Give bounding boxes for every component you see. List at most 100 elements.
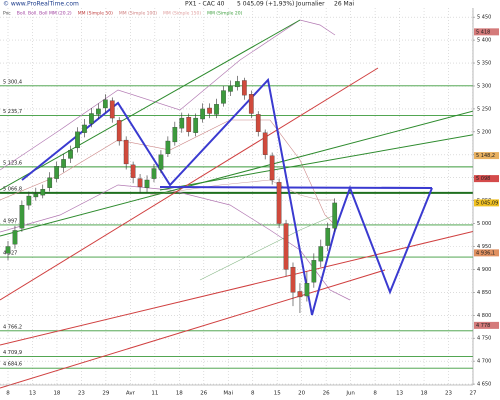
candle-body [228,85,233,92]
candle-body [54,166,60,179]
pattern-line [21,77,433,316]
x-tick-label: 8 [251,391,255,397]
candle-body [5,246,11,254]
y-tick-label: 4 900 [477,267,491,273]
candle-body [235,81,240,88]
y-tick-label: 5 000 [477,221,491,227]
price-tag-label: 5 148,2 [476,153,495,159]
x-tick-label: 8 [6,391,10,397]
neckline [159,186,433,189]
price-tag-label: 5 418 [476,29,490,35]
candle-body [26,195,32,206]
candle-body [151,168,157,179]
trend-line [159,129,500,191]
candle-body [325,227,331,246]
candle-body [269,155,275,181]
candle-body [96,108,101,115]
trend-line [0,224,500,346]
date: 26 Mai [334,1,354,8]
candle-body [255,114,261,132]
level-label: 4 766,2 [3,324,22,330]
candle-body [283,223,289,270]
x-tick-label: 26 [323,391,330,397]
y-tick-label: 4 800 [477,313,491,319]
candle-body [318,246,324,262]
y-tick-label: 5 250 [477,106,491,112]
price-tag [474,175,499,183]
legend-entry: MM (Simple 50) [78,11,113,17]
y-tick-label: 4 850 [477,290,491,296]
price-tag [474,199,499,207]
title: PX1 - CAC 40 [185,1,225,8]
x-tick-label: 18 [53,391,60,397]
y-tick-label: 4 750 [477,336,491,342]
x-tick-label: 13 [396,391,403,397]
x-tick-label: 13 [29,391,36,397]
candle-body [130,164,136,178]
legend-entry: Boll. Boll. Boll MM (20.2) [17,11,72,17]
source: © www.ProRealTime.com [3,1,79,8]
candle-body [262,132,268,155]
x-tick-label: 26 [200,391,207,397]
candle-body [179,117,185,129]
x-tick-label: 29 [102,391,109,397]
candle-body [207,107,212,114]
y-tick-label: 5 450 [477,15,491,21]
candle-body [186,117,192,132]
candle-body [61,159,66,168]
price-tag [474,28,499,36]
trend-line [0,103,500,237]
x-tick-label: Mai [223,391,233,397]
x-tick-label: 8 [373,391,377,397]
candle-body [144,179,150,188]
candle-body [158,154,164,170]
level-label: 4 684,6 [3,362,22,368]
candle-body [47,177,53,188]
price-tag-label: 5 098 [476,176,490,182]
price-tag-label: 4 778 [476,323,490,329]
legend-entry: Pxc [3,11,11,17]
drawings [0,19,500,389]
x-tick-label: Avr [126,391,136,397]
y-tick-label: 5 400 [477,38,491,44]
candle-body [116,120,122,142]
candle-body [172,127,178,143]
price: 5 045,09 (+1,93%) [237,1,294,8]
bollinger-upper [0,19,336,171]
price-tag-label: 5 045,09 [476,200,498,206]
candle-body [33,193,39,198]
y-tick-label: 5 350 [477,61,491,67]
candle-body [12,230,18,245]
level-label: 4 997 [3,218,17,224]
candle-body [214,104,219,115]
candle-body [109,100,115,119]
x-tick-label: 23 [445,391,452,397]
candle-body [75,131,80,149]
level-label: 4 927 [3,251,17,257]
price-tag [474,249,499,257]
candle-body [123,139,129,165]
candle-body [248,94,254,114]
candle-body [82,124,87,133]
trend-line [0,67,379,301]
x-tick-label: 18 [421,391,428,397]
price-tag [474,321,499,329]
level-label: 4 709,9 [3,350,22,356]
candle-body [332,202,338,229]
bollinger-lower [0,184,351,301]
trend-line [0,269,386,389]
candle-body [102,99,108,109]
candle-body [290,266,296,293]
candle-body [297,291,303,298]
level-label: 5 235,7 [3,109,22,115]
x-tick-label: 15 [274,391,281,397]
candle-body [137,178,143,188]
x-tick-label: 23 [78,391,85,397]
candle-body [40,189,46,196]
trend-line [0,19,301,191]
candle-body [221,90,226,104]
price-tag [474,152,499,160]
candle-body [276,182,282,224]
